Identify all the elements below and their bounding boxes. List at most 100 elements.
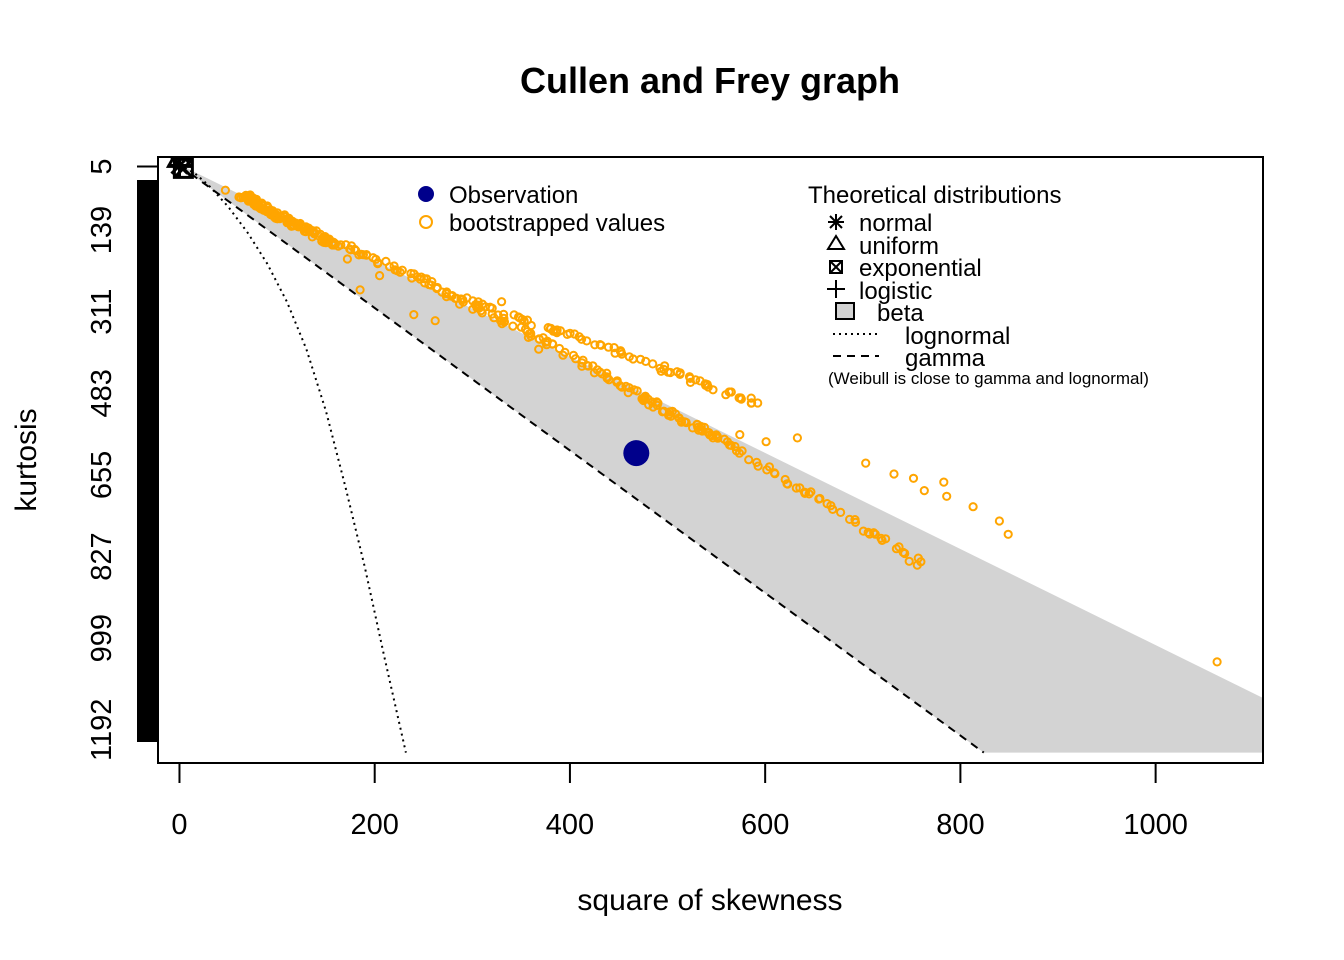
- bootstrap-point: [735, 430, 745, 440]
- legend-lognormal-label: lognormal: [905, 323, 1010, 350]
- legend-beta-icon: [835, 302, 855, 320]
- bootstrap-point: [869, 528, 879, 538]
- bootstrap-point: [891, 544, 902, 554]
- bootstrap-point: [508, 321, 518, 331]
- bootstrap-point: [419, 274, 429, 284]
- bootstrap-point: [603, 342, 614, 352]
- bootstrap-point: [389, 261, 399, 271]
- y-tick-label: 655: [86, 451, 118, 499]
- bootstrap-point: [355, 285, 365, 295]
- y-axis: 5 139 311 483 655 827 999 1192: [86, 158, 158, 761]
- bootstrap-point: [407, 273, 417, 283]
- x-tick-label: 1000: [1123, 809, 1188, 841]
- bootstrap-point: [336, 240, 346, 250]
- bootstrap-point: [685, 373, 695, 383]
- bootstrap-point: [722, 437, 733, 447]
- bootstrap-point: [548, 326, 558, 336]
- bootstrap-point: [345, 244, 355, 254]
- legend-beta-label: beta: [877, 300, 924, 327]
- legend-bootstrap-label: bootstrapped values: [449, 210, 665, 237]
- bootstrap-point: [1003, 529, 1013, 539]
- legend-uniform-icon: [826, 234, 846, 250]
- bootstrap-point: [497, 319, 507, 329]
- bootstrap-point: [590, 340, 600, 350]
- bootstrap-point: [271, 213, 281, 223]
- bootstrap-point: [368, 253, 378, 263]
- bootstrap-point: [994, 516, 1005, 526]
- bootstrap-point: [509, 310, 519, 320]
- legend-theoretical-title: Theoretical distributions: [808, 182, 1061, 209]
- bootstrap-point: [898, 547, 908, 558]
- bootstrap-point: [301, 227, 311, 237]
- x-axis: 0 200 400 600 800 1000: [171, 762, 1188, 841]
- legend-normal-icon: [828, 214, 844, 230]
- bootstrap-point: [397, 265, 407, 275]
- bootstrap-point: [734, 448, 745, 458]
- bootstrap-point: [675, 368, 685, 378]
- bootstrap-point: [615, 346, 626, 356]
- bootstrap-point: [441, 289, 451, 299]
- observation-point: [623, 440, 650, 467]
- bootstrap-point: [708, 385, 718, 395]
- bootstrap-point: [908, 473, 919, 483]
- bootstrap-point: [769, 468, 780, 478]
- bootstrap-point: [497, 297, 507, 307]
- bootstrap-point: [430, 316, 440, 326]
- y-axis-label: kurtosis: [10, 408, 43, 511]
- bootstrap-point: [647, 397, 657, 407]
- bootstrap-point: [342, 254, 352, 264]
- y-tick-label: 5: [86, 158, 118, 174]
- legend-observed: Observation bootstrapped values: [418, 182, 665, 237]
- bootstrap-point: [791, 483, 801, 493]
- legend-weibull-note: (Weibull is close to gamma and lognormal…: [828, 369, 1149, 388]
- x-tick-label: 800: [936, 809, 984, 841]
- bootstrap-point: [804, 489, 814, 499]
- bootstrap-point: [320, 233, 330, 243]
- x-tick-label: 600: [741, 809, 789, 841]
- bootstrap-point: [249, 196, 259, 206]
- bootstrap-point: [1212, 657, 1222, 667]
- bootstrap-point: [628, 354, 638, 364]
- x-tick-label: 0: [171, 809, 187, 841]
- bootstrap-point: [595, 340, 605, 350]
- bootstrap-point: [541, 337, 551, 347]
- x-tick-label: 400: [546, 809, 594, 841]
- bootstrap-point: [942, 491, 952, 501]
- bootstrap-point: [792, 433, 803, 443]
- bootstrap-point: [836, 507, 846, 518]
- bootstrap-point: [653, 398, 663, 408]
- bootstrap-point: [680, 417, 690, 427]
- y-axis-tick-bar: [137, 180, 158, 742]
- bootstrap-point: [477, 299, 487, 309]
- y-tick-label: 311: [86, 289, 118, 335]
- bootstrap-point: [526, 320, 536, 331]
- y-tick-label: 1192: [86, 699, 118, 761]
- bootstrap-point: [375, 271, 385, 281]
- bootstrap-point: [582, 336, 592, 346]
- bootstrap-point: [427, 277, 437, 287]
- legend-exponential-icon: [829, 260, 843, 274]
- x-axis-label: square of skewness: [577, 884, 842, 917]
- bootstrap-point: [705, 430, 715, 440]
- bootstrap-point: [220, 185, 230, 195]
- bootstrap-point: [409, 310, 419, 320]
- legend-uniform-label: uniform: [859, 233, 939, 260]
- theoretical-points: [165, 157, 194, 179]
- bootstrap-point: [437, 287, 447, 297]
- bootstrap-point: [761, 437, 771, 447]
- y-tick-label: 827: [86, 532, 118, 580]
- bootstrap-point: [236, 193, 246, 203]
- bootstrap-points: [220, 185, 1222, 667]
- bootstrap-point: [795, 483, 805, 493]
- bootstrap-point: [782, 479, 792, 489]
- bootstrap-point: [671, 409, 681, 419]
- theoretical-point-exponential: [172, 157, 194, 179]
- legend-gamma-label: gamma: [905, 345, 986, 372]
- bootstrap-point: [939, 477, 949, 487]
- bootstrap-point: [828, 504, 838, 514]
- bootstrap-point: [780, 474, 790, 485]
- bootstrap-point: [534, 344, 544, 354]
- legend-observation-label: Observation: [449, 182, 578, 209]
- bootstrap-point: [426, 280, 436, 290]
